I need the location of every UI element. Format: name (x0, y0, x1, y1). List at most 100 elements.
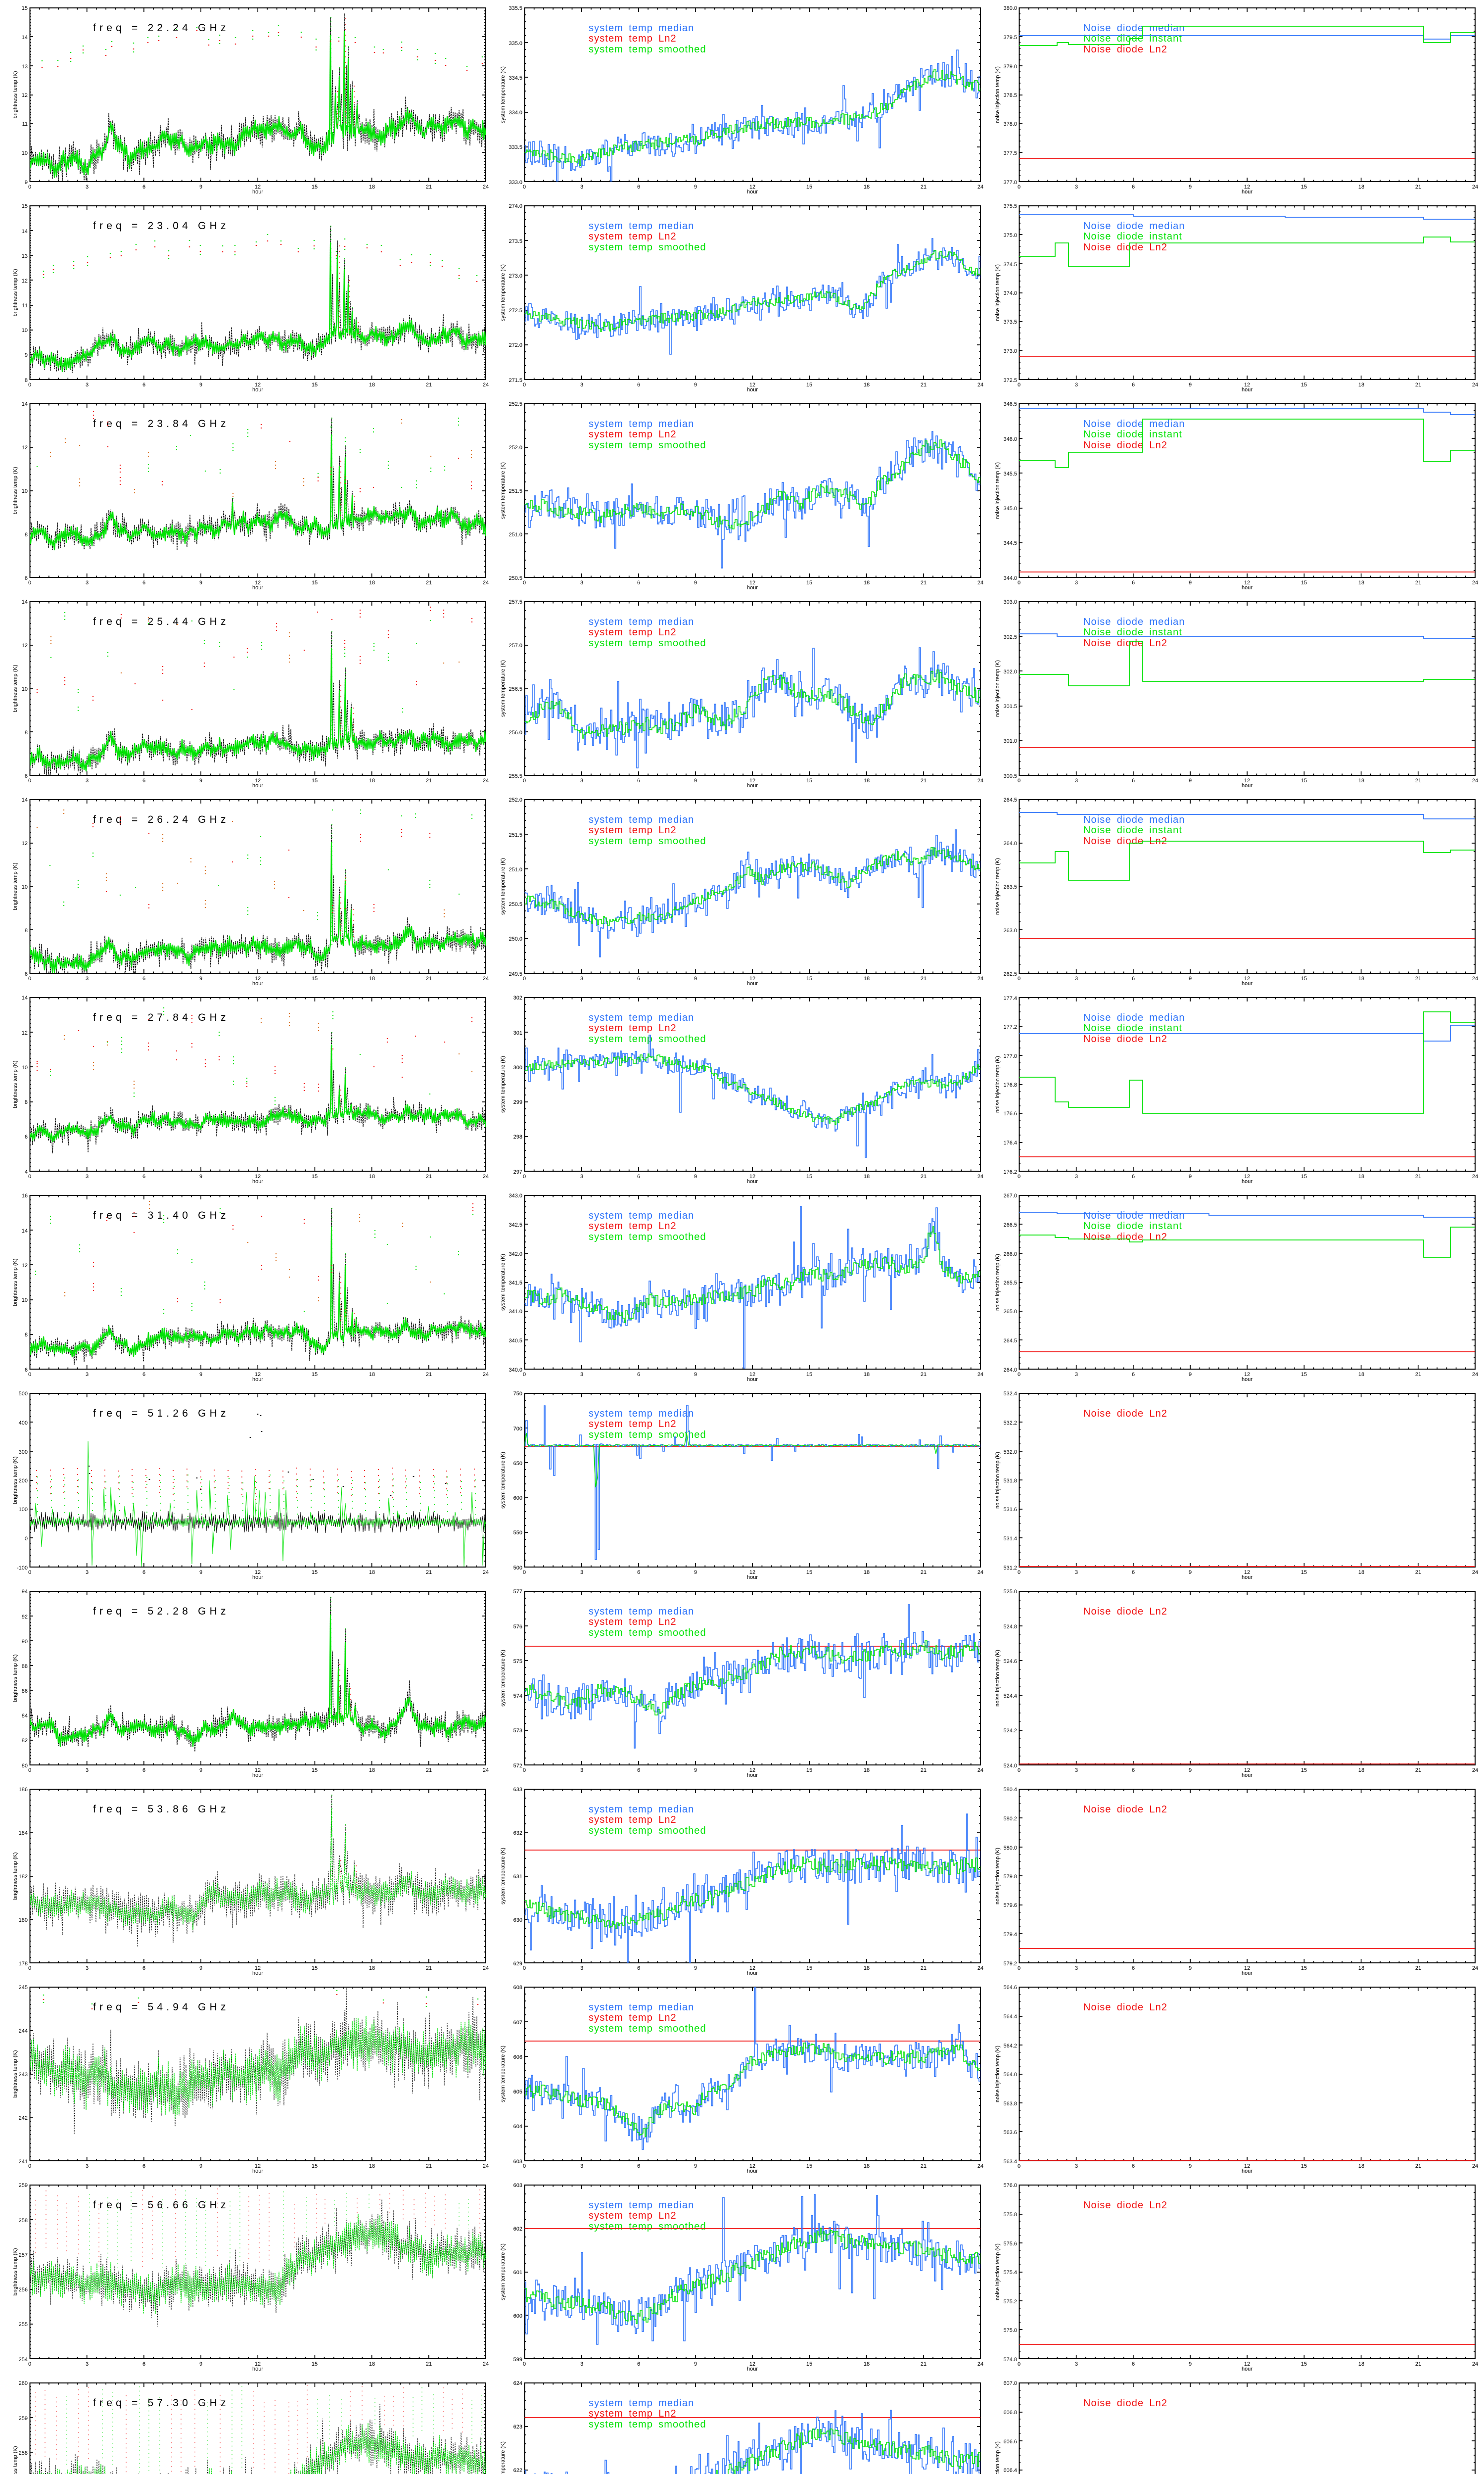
svg-text:579.4: 579.4 (1003, 1932, 1017, 1938)
svg-text:176.4: 176.4 (1003, 1140, 1017, 1146)
svg-text:259: 259 (19, 2183, 28, 2189)
svg-text:333.0: 333.0 (509, 180, 522, 186)
svg-text:freq = 22.24 GHz: freq = 22.24 GHz (93, 22, 230, 34)
svg-text:300: 300 (19, 1449, 28, 1455)
svg-text:14: 14 (22, 797, 28, 803)
svg-text:9: 9 (25, 180, 28, 186)
svg-text:255.5: 255.5 (509, 773, 522, 779)
svg-text:12: 12 (22, 841, 28, 847)
svg-text:607: 607 (513, 2020, 522, 2026)
svg-text:freq = 52.28 GHz: freq = 52.28 GHz (93, 1606, 230, 1617)
svg-text:257.5: 257.5 (509, 599, 522, 605)
svg-text:629: 629 (513, 1961, 522, 1967)
svg-text:252.0: 252.0 (509, 445, 522, 451)
svg-text:12: 12 (22, 1263, 28, 1269)
svg-text:599: 599 (513, 2357, 522, 2363)
svg-text:274.0: 274.0 (509, 203, 522, 209)
svg-text:346.5: 346.5 (1003, 401, 1017, 407)
svg-text:531.6: 531.6 (1003, 1507, 1017, 1513)
svg-text:300: 300 (513, 1065, 522, 1071)
svg-text:334.5: 334.5 (509, 75, 522, 81)
svg-text:606.6: 606.6 (1003, 2439, 1017, 2445)
svg-text:12: 12 (22, 445, 28, 451)
svg-text:250.5: 250.5 (509, 575, 522, 581)
svg-text:563.6: 563.6 (1003, 2130, 1017, 2136)
svg-text:10: 10 (22, 1297, 28, 1303)
svg-text:264.0: 264.0 (1003, 1367, 1017, 1373)
svg-text:335.5: 335.5 (509, 5, 522, 11)
svg-text:700: 700 (513, 1426, 522, 1432)
svg-text:8: 8 (25, 1332, 28, 1338)
svg-text:342.5: 342.5 (509, 1222, 522, 1228)
svg-text:580.2: 580.2 (1003, 1816, 1017, 1822)
svg-text:500: 500 (19, 1391, 28, 1397)
svg-text:524.2: 524.2 (1003, 1728, 1017, 1734)
svg-text:298: 298 (513, 1134, 522, 1140)
svg-text:524.6: 524.6 (1003, 1659, 1017, 1665)
svg-text:346.0: 346.0 (1003, 436, 1017, 442)
svg-text:607.0: 607.0 (1003, 2380, 1017, 2386)
svg-text:243: 243 (19, 2072, 28, 2078)
svg-text:372.5: 372.5 (1003, 378, 1017, 383)
svg-text:577: 577 (513, 1589, 522, 1595)
svg-text:622: 622 (513, 2468, 522, 2474)
svg-text:378.0: 378.0 (1003, 121, 1017, 127)
svg-text:6: 6 (25, 773, 28, 779)
svg-text:freq = 53.86 GHz: freq = 53.86 GHz (93, 1804, 230, 1815)
svg-text:13: 13 (22, 253, 28, 259)
svg-text:264.5: 264.5 (1003, 797, 1017, 803)
svg-text:373.0: 373.0 (1003, 348, 1017, 354)
svg-text:600: 600 (513, 1495, 522, 1501)
svg-text:266.0: 266.0 (1003, 1251, 1017, 1257)
svg-text:92: 92 (22, 1614, 28, 1620)
svg-text:176.2: 176.2 (1003, 1169, 1017, 1175)
svg-text:251.0: 251.0 (509, 532, 522, 538)
svg-text:10: 10 (22, 884, 28, 890)
svg-text:342.0: 342.0 (509, 1251, 522, 1257)
svg-text:177.4: 177.4 (1003, 996, 1017, 1001)
svg-text:-100: -100 (17, 1565, 28, 1571)
svg-text:94: 94 (22, 1589, 28, 1595)
svg-text:freq = 23.04 GHz: freq = 23.04 GHz (93, 220, 230, 232)
svg-text:379.5: 379.5 (1003, 35, 1017, 41)
svg-text:8: 8 (25, 378, 28, 383)
svg-text:373.5: 373.5 (1003, 319, 1017, 325)
svg-text:340.0: 340.0 (509, 1367, 522, 1373)
svg-text:251.5: 251.5 (509, 832, 522, 838)
svg-text:603: 603 (513, 2183, 522, 2189)
svg-text:301.0: 301.0 (1003, 738, 1017, 744)
svg-text:12: 12 (22, 93, 28, 98)
svg-text:6: 6 (25, 971, 28, 977)
svg-text:12: 12 (22, 643, 28, 649)
svg-text:10: 10 (22, 686, 28, 692)
svg-text:532.0: 532.0 (1003, 1449, 1017, 1455)
svg-text:302.5: 302.5 (1003, 634, 1017, 640)
svg-text:601: 601 (513, 2270, 522, 2276)
svg-text:524.0: 524.0 (1003, 1763, 1017, 1769)
svg-text:273.5: 273.5 (509, 238, 522, 244)
svg-text:564.4: 564.4 (1003, 2014, 1017, 2020)
svg-text:176.6: 176.6 (1003, 1111, 1017, 1117)
svg-text:265.5: 265.5 (1003, 1280, 1017, 1286)
svg-text:500: 500 (513, 1565, 522, 1571)
svg-text:250.5: 250.5 (509, 902, 522, 907)
svg-text:574.8: 574.8 (1003, 2357, 1017, 2363)
svg-text:576.0: 576.0 (1003, 2183, 1017, 2189)
svg-text:608: 608 (513, 1985, 522, 1991)
svg-text:freq = 23.84 GHz: freq = 23.84 GHz (93, 418, 230, 429)
svg-text:345.0: 345.0 (1003, 506, 1017, 512)
svg-text:303.0: 303.0 (1003, 599, 1017, 605)
svg-text:252.5: 252.5 (509, 401, 522, 407)
svg-text:245: 245 (19, 1985, 28, 1991)
svg-text:250.0: 250.0 (509, 936, 522, 942)
svg-text:249.5: 249.5 (509, 971, 522, 977)
svg-text:550: 550 (513, 1530, 522, 1536)
svg-text:257: 257 (19, 2252, 28, 2258)
svg-text:272.0: 272.0 (509, 342, 522, 348)
svg-text:301: 301 (513, 1030, 522, 1036)
svg-text:606.4: 606.4 (1003, 2468, 1017, 2474)
svg-text:267.0: 267.0 (1003, 1193, 1017, 1199)
svg-text:10: 10 (22, 328, 28, 333)
svg-text:374.5: 374.5 (1003, 262, 1017, 268)
svg-text:8: 8 (25, 928, 28, 934)
